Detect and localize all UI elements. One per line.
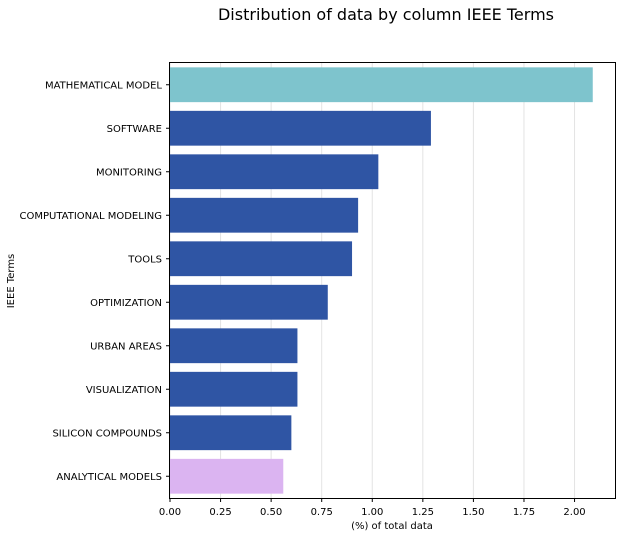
x-tick-label: 1.00 <box>361 507 383 518</box>
y-tick-label: ANALYTICAL MODELS <box>56 472 162 483</box>
y-axis: MATHEMATICAL MODEL SOFTWARE MONITORING COMP… <box>20 80 170 483</box>
x-axis-label: (%) of total data <box>351 521 433 532</box>
x-tick-label: 1.75 <box>513 507 535 518</box>
x-axis: 0.00 0.25 0.50 0.75 1.00 1.25 1.50 1.75 2.00 <box>159 498 586 518</box>
bar <box>170 415 292 451</box>
x-tick-label: 2.00 <box>563 507 585 518</box>
bar <box>170 284 328 320</box>
y-axis-label: IEEE Terms <box>6 254 17 309</box>
y-tick-label: MATHEMATICAL MODEL <box>45 80 162 91</box>
x-tick-label: 0.00 <box>159 507 181 518</box>
bar <box>170 67 593 103</box>
bar <box>170 458 284 494</box>
y-tick-label: SOFTWARE <box>107 124 162 135</box>
plot-frame <box>169 62 616 499</box>
y-tick-label: TOOLS <box>127 254 162 265</box>
bar <box>170 328 298 364</box>
bar <box>170 110 431 146</box>
y-tick-label: OPTIMIZATION <box>90 298 162 309</box>
bar <box>170 154 379 190</box>
y-tick-label: VISUALIZATION <box>86 385 162 396</box>
y-tick-label: SILICON COMPOUNDS <box>52 428 162 439</box>
bar <box>170 241 353 277</box>
y-tick-label: COMPUTATIONAL MODELING <box>20 211 163 222</box>
bar <box>170 371 298 407</box>
x-tick-label: 1.50 <box>462 507 484 518</box>
y-tick-label: MONITORING <box>96 167 162 178</box>
x-tick-label: 0.25 <box>209 507 231 518</box>
bars <box>170 67 593 494</box>
bar <box>170 197 359 233</box>
x-tick-label: 1.25 <box>412 507 434 518</box>
x-tick-label: 0.50 <box>260 507 282 518</box>
chart-title: Distribution of data by column IEEE Term… <box>218 5 554 24</box>
x-tick-label: 0.75 <box>311 507 333 518</box>
y-tick-label: URBAN AREAS <box>90 341 162 352</box>
